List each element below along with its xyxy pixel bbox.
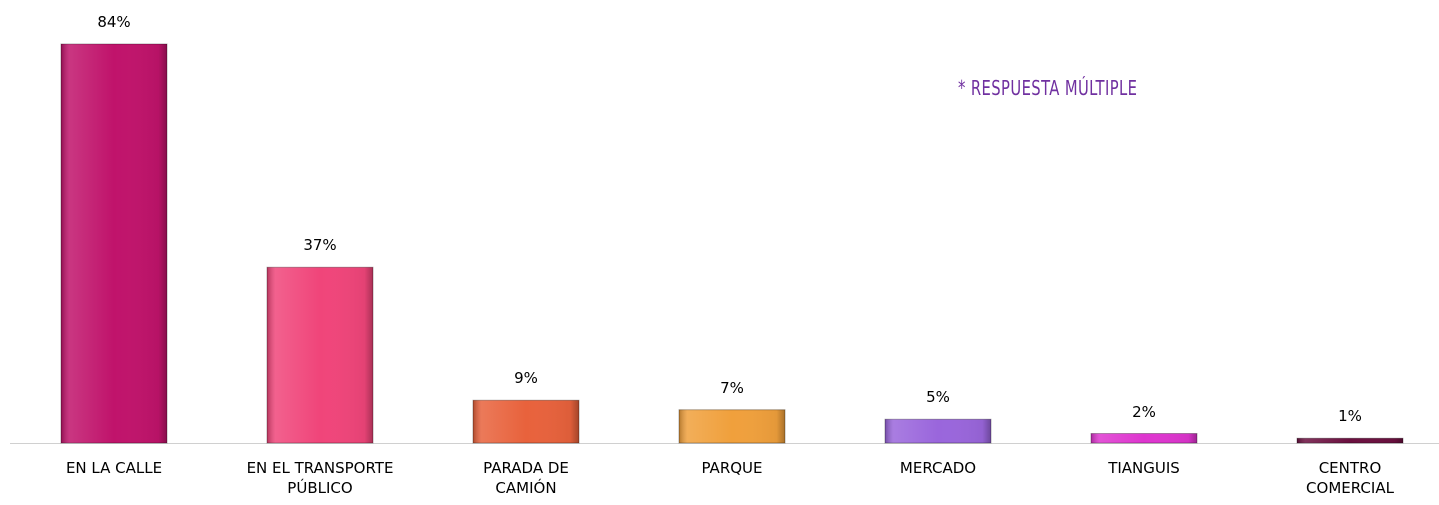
bar-bevel xyxy=(679,409,785,443)
bar-bevel xyxy=(473,400,579,443)
value-label: 2% xyxy=(1132,402,1156,421)
bar-bevel xyxy=(1091,433,1197,443)
bar-bevel xyxy=(61,44,167,443)
annotation: * RESPUESTA MÚLTIPLE xyxy=(958,76,1138,100)
x-tick-label: PARQUE xyxy=(701,459,763,477)
value-label: 9% xyxy=(514,369,538,388)
bar-bevel xyxy=(1297,438,1403,443)
value-label: 37% xyxy=(303,236,337,255)
bar-bevel xyxy=(885,419,991,443)
x-tick-label: CENTRO COMERCIAL xyxy=(1306,459,1394,497)
x-tick-label: EN EL TRANSPORTE PÚBLICO xyxy=(246,459,394,497)
x-tick-label: PARADA DE CAMIÓN xyxy=(483,459,569,497)
value-label: 1% xyxy=(1338,407,1362,426)
value-label: 84% xyxy=(97,13,131,31)
value-label: 5% xyxy=(926,388,950,407)
x-tick-label: TIANGUIS xyxy=(1108,459,1180,477)
value-label: 7% xyxy=(720,378,744,397)
x-tick-label: MERCADO xyxy=(899,459,977,477)
bar-bevel xyxy=(267,267,373,443)
x-tick-label: EN LA CALLE xyxy=(65,459,163,477)
